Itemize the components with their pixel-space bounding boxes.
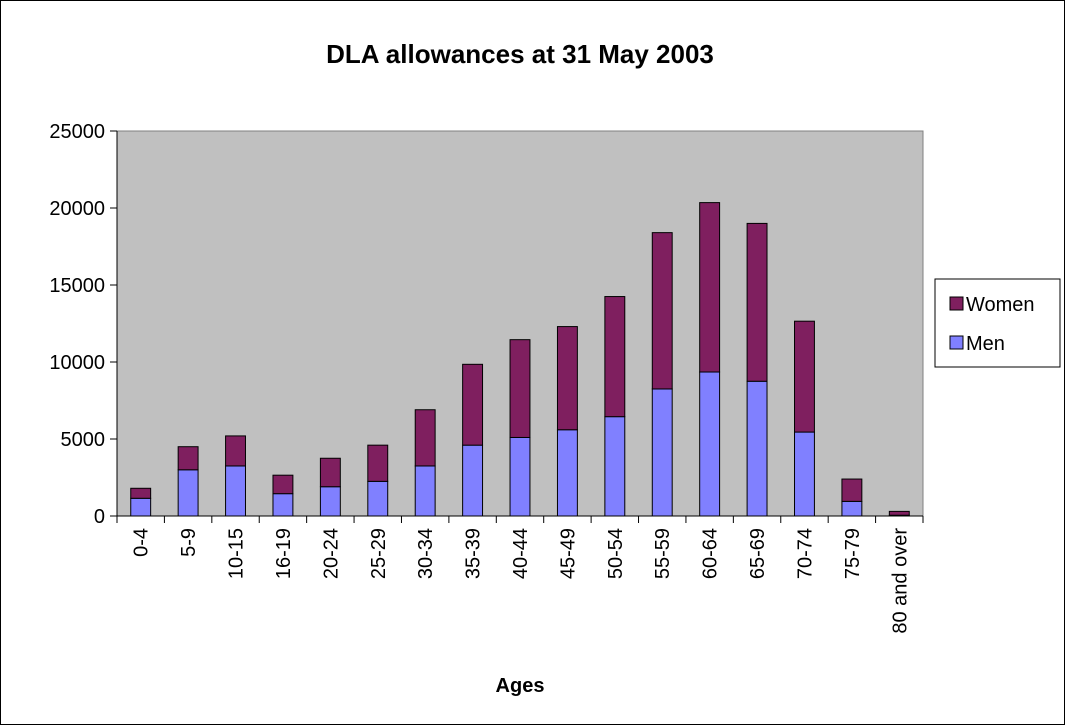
x-tick-label: 80 and over <box>889 528 911 634</box>
legend-label-men: Men <box>966 333 1005 355</box>
y-tick-label: 25000 <box>49 121 105 143</box>
bar-women-12 <box>699 202 721 373</box>
bar-men-2 <box>225 465 246 517</box>
bar-women-10 <box>604 296 626 418</box>
bar-women-9 <box>556 326 578 431</box>
x-tick-label: 16-19 <box>273 528 295 579</box>
legend-label-women: Women <box>966 294 1035 316</box>
bar-men-15 <box>841 500 863 517</box>
bar-women-2 <box>225 435 246 467</box>
bar-women-11 <box>651 232 673 390</box>
x-tick-label: 20-24 <box>320 528 342 579</box>
bar-men-12 <box>699 371 721 517</box>
bar-men-5 <box>367 480 389 517</box>
bar-men-8 <box>509 436 531 517</box>
x-tick-label: 75-79 <box>842 528 864 579</box>
bar-men-6 <box>414 465 436 517</box>
x-tick-label: 10-15 <box>226 528 248 579</box>
x-tick-label: 50-54 <box>605 528 627 579</box>
x-tick-label: 40-44 <box>510 528 532 579</box>
y-ticks-layer: 0 5000 10000 15000 20000 25000 <box>49 121 117 528</box>
bar-men-1 <box>177 469 199 517</box>
bar-women-7 <box>462 363 484 446</box>
bar-men-3 <box>272 493 294 517</box>
bar-men-7 <box>462 444 484 517</box>
bar-women-4 <box>319 457 341 488</box>
legend: Women Men <box>934 278 1061 368</box>
x-tick-label: 60-64 <box>700 528 722 579</box>
x-tick-label: 35-39 <box>463 528 485 579</box>
bar-women-8 <box>509 339 531 438</box>
bar-women-15 <box>841 478 863 502</box>
y-tick-label: 0 <box>94 506 105 528</box>
bar-men-10 <box>604 416 626 517</box>
legend-box <box>934 278 1061 368</box>
bars-layer <box>130 202 910 517</box>
bar-men-13 <box>746 380 768 517</box>
x-tick-label: 55-59 <box>652 528 674 579</box>
chart-title: DLA allowances at 31 May 2003 <box>326 39 714 69</box>
x-tick-label: 25-29 <box>368 528 390 579</box>
y-tick-label: 5000 <box>61 429 106 451</box>
y-tick-label: 20000 <box>49 198 105 220</box>
x-tick-label: 0-4 <box>131 528 153 557</box>
bar-men-4 <box>319 486 341 517</box>
x-ticks-layer: 0-4 5-9 10-15 16-19 20-24 25-29 30-34 35-39 40-4… <box>116 516 924 634</box>
bar-women-16 <box>888 510 910 516</box>
bar-women-6 <box>414 409 436 467</box>
bar-women-14 <box>794 320 815 433</box>
x-tick-label: 45-49 <box>557 528 579 579</box>
x-tick-label: 65-69 <box>747 528 769 579</box>
bar-men-14 <box>794 431 815 517</box>
legend-swatch-men <box>949 335 964 350</box>
bar-women-5 <box>367 444 389 482</box>
bar-women-3 <box>272 474 294 495</box>
x-tick-label: 30-34 <box>415 528 437 579</box>
bar-women-13 <box>746 222 768 382</box>
x-axis-title: Ages <box>496 675 545 697</box>
bar-men-11 <box>651 388 673 517</box>
bar-men-9 <box>556 429 578 517</box>
bar-women-0 <box>130 487 152 499</box>
y-tick-label: 15000 <box>49 275 105 297</box>
x-tick-label: 5-9 <box>178 528 200 557</box>
x-tick-label: 70-74 <box>794 528 816 579</box>
legend-swatch-women <box>949 296 964 311</box>
bar-men-0 <box>130 497 152 517</box>
y-tick-label: 10000 <box>49 352 105 374</box>
bar-women-1 <box>177 446 199 471</box>
